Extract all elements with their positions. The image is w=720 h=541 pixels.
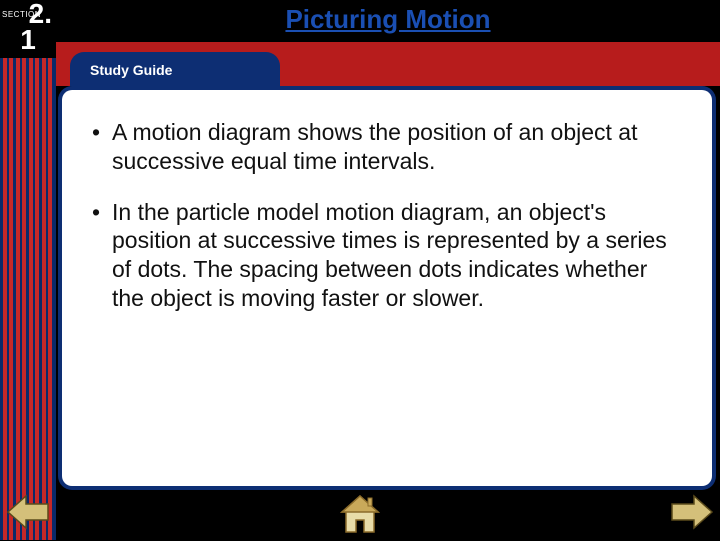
tab-label: Study Guide <box>90 62 172 78</box>
side-stripes <box>0 0 56 540</box>
page-title: Picturing Motion <box>56 0 720 42</box>
bullet-dot: • <box>80 198 112 313</box>
content-inner: • A motion diagram shows the position of… <box>62 90 712 486</box>
section-box: SECTION 2. 1 <box>0 0 56 58</box>
list-item: • In the particle model motion diagram, … <box>80 198 680 313</box>
section-number-bottom: 1 <box>0 24 56 56</box>
bullet-text: In the particle model motion diagram, an… <box>112 198 680 313</box>
bullet-dot: • <box>80 118 112 176</box>
bullet-list: • A motion diagram shows the position of… <box>80 118 680 313</box>
study-guide-tab: Study Guide <box>70 52 280 86</box>
home-button[interactable] <box>338 492 382 536</box>
list-item: • A motion diagram shows the position of… <box>80 118 680 176</box>
content-panel: • A motion diagram shows the position of… <box>58 86 716 490</box>
arrow-left-icon <box>6 494 50 530</box>
next-button[interactable] <box>670 494 714 530</box>
prev-button[interactable] <box>6 494 50 530</box>
arrow-right-icon <box>670 494 714 530</box>
home-icon <box>338 492 382 536</box>
bullet-text: A motion diagram shows the position of a… <box>112 118 680 176</box>
